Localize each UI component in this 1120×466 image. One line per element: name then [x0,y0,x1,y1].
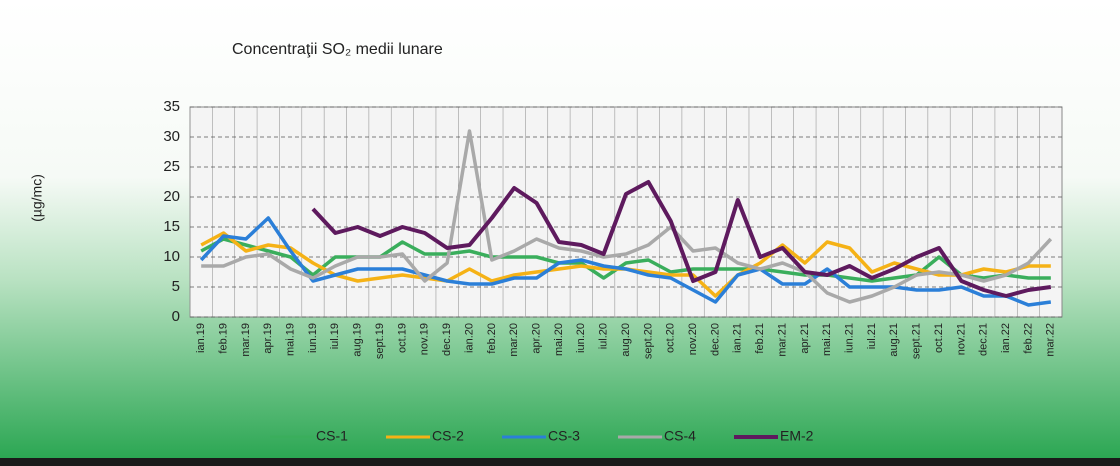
x-tick-label: iun.20 [575,323,587,353]
x-tick-label: nov.21 [955,323,967,355]
y-tick-label: 35 [163,98,180,115]
x-tick-label: mar.19 [240,323,252,357]
x-tick-label: aug.21 [888,323,900,357]
plot-area [189,106,1063,318]
x-tick-label: oct.21 [933,323,945,353]
x-tick-label: iun.19 [307,323,319,353]
bottom-edge [0,458,1120,466]
x-tick-label: apr.21 [799,323,811,354]
x-tick-label: feb.19 [217,323,229,354]
x-tick-label: aug.20 [620,323,632,357]
x-tick-label: mar.21 [776,323,788,357]
x-tick-label: sept.21 [911,323,923,359]
x-tick-label: iul.21 [866,323,878,349]
x-tick-label: ian.19 [195,323,207,353]
legend-label: CS-3 [548,428,580,444]
y-tick-label: 10 [163,248,180,265]
x-tick-label: ian.21 [732,323,744,353]
x-tick-label: mar.20 [508,323,520,357]
x-tick-label: feb.21 [754,323,766,354]
x-tick-label: feb.22 [1022,323,1034,354]
y-tick-label: 25 [163,158,180,175]
y-axis-label: (µg/mc) [29,174,45,222]
x-tick-label: dec.19 [441,323,453,356]
x-tick-label: ian.22 [1000,323,1012,353]
x-tick-label: apr.20 [530,323,542,354]
x-tick-label: mai.19 [285,323,297,356]
series-line [311,180,1052,298]
y-tick-label: 0 [172,308,180,325]
x-tick-label: mar.22 [1045,323,1057,357]
x-tick-label: oct.19 [396,323,408,353]
y-tick-label: 20 [163,188,180,205]
y-tick-label: 15 [163,218,180,235]
legend-label: EM-2 [780,428,814,444]
series-line [199,216,1052,307]
y-tick-label: 30 [163,128,180,145]
x-tick-label: oct.20 [665,323,677,353]
x-tick-label: nov.20 [687,323,699,355]
x-tick-label: aug.19 [352,323,364,357]
y-tick-label: 5 [172,278,180,295]
x-tick-label: iun.21 [843,323,855,353]
x-tick-label: dec.21 [978,323,990,356]
series-line [200,237,1051,283]
x-tick-label: feb.20 [486,323,498,354]
x-tick-label: apr.19 [262,323,274,354]
legend-label: CS-4 [664,428,696,444]
x-tick-label: iul.19 [329,323,341,349]
x-tick-label: nov.19 [419,323,431,355]
series-line [201,129,1053,304]
x-tick-label: mai.21 [821,323,833,356]
legend-label: CS-2 [432,428,464,444]
x-tick-label: ian.20 [463,323,475,353]
legend-label: CS-1 [316,428,348,444]
x-tick-label: sept.19 [374,323,386,359]
chart-title: Concentraţii SO₂ medii lunare [232,41,443,58]
x-tick-label: sept.20 [642,323,654,359]
x-tick-label: dec.20 [709,323,721,356]
x-tick-label: mai.20 [553,323,565,356]
x-tick-label: iul.20 [598,323,610,349]
